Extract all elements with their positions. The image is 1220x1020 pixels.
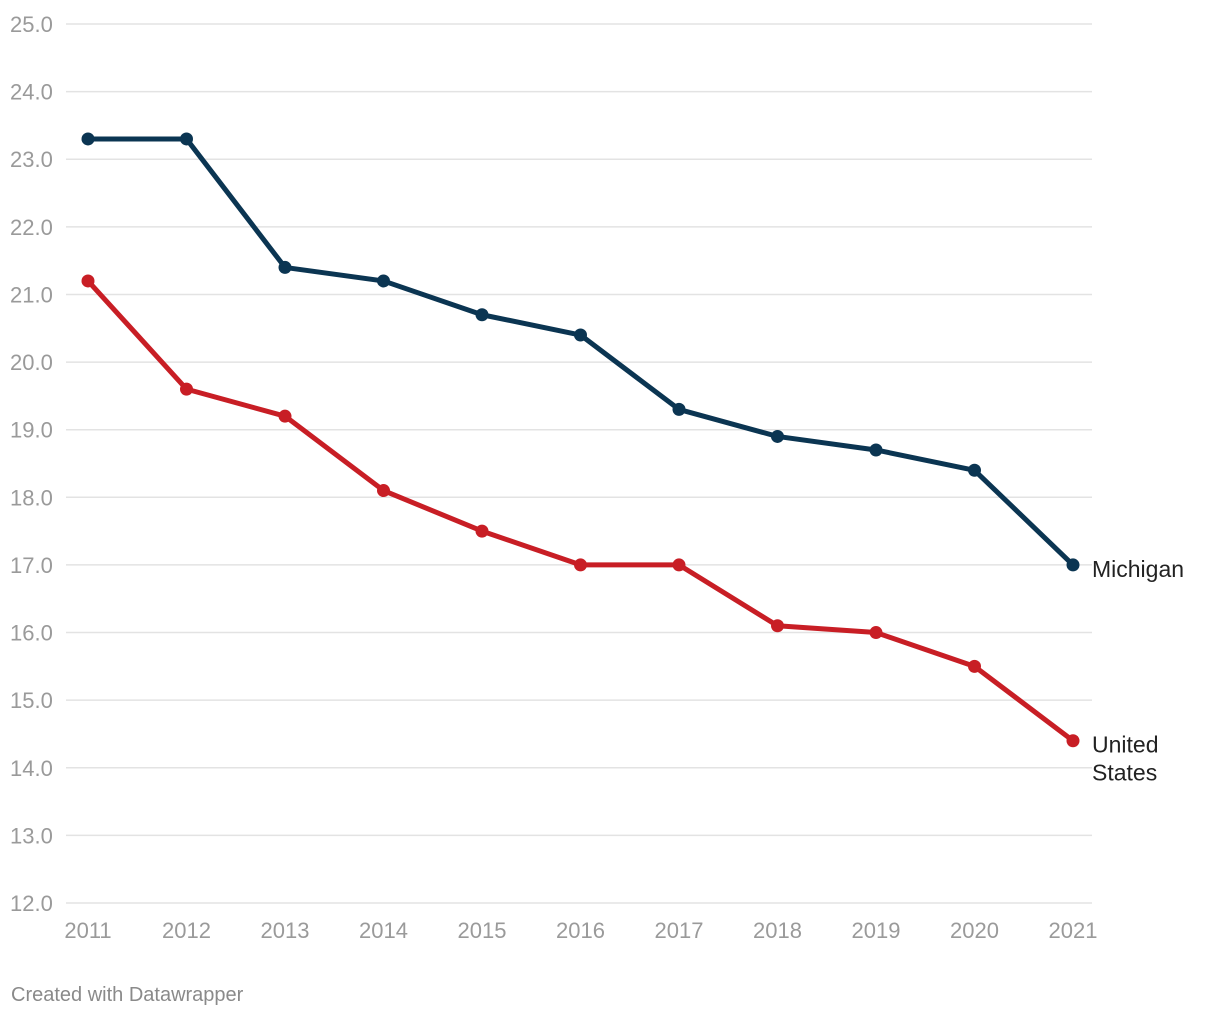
series-label: United States [1092,732,1158,786]
data-point[interactable] [574,558,587,572]
x-tick-label: 2020 [950,918,999,943]
y-tick-label: 23.0 [10,147,53,172]
y-tick-label: 14.0 [10,756,53,781]
x-tick-label: 2016 [556,918,605,943]
data-point[interactable] [278,409,292,423]
data-point[interactable] [771,619,784,633]
data-point[interactable] [869,443,883,457]
data-point[interactable] [1066,734,1080,748]
data-point[interactable] [81,274,95,288]
data-point[interactable] [968,463,981,477]
data-point[interactable] [1066,558,1080,572]
series-label: Michigan [1092,556,1184,582]
data-point[interactable] [672,558,686,572]
y-tick-label: 19.0 [10,418,53,443]
data-point[interactable] [475,308,489,322]
x-tick-label: 2014 [359,918,408,943]
x-tick-label: 2011 [64,918,111,943]
data-point[interactable] [377,274,390,288]
y-tick-label: 16.0 [10,621,53,646]
data-point[interactable] [574,328,587,342]
series-label-line: Michigan [1092,556,1184,582]
y-tick-label: 12.0 [10,891,53,916]
data-point[interactable] [278,260,292,274]
data-point[interactable] [771,429,784,443]
x-tick-label: 2013 [261,918,310,943]
x-tick-label: 2021 [1049,918,1098,943]
x-tick-label: 2015 [458,918,507,943]
y-tick-label: 22.0 [10,215,53,240]
series-line [85,136,1076,568]
y-tick-label: 17.0 [10,553,53,578]
y-tick-label: 13.0 [10,823,53,848]
y-tick-label: 20.0 [10,350,53,375]
data-point[interactable] [869,626,883,640]
series-michigan [81,132,1080,572]
series-label-line: United [1092,732,1158,758]
y-tick-label: 15.0 [10,688,53,713]
data-point[interactable] [81,132,95,146]
y-tick-label: 18.0 [10,485,53,510]
gridlines [66,23,1092,904]
x-tick-label: 2019 [852,918,901,943]
data-point[interactable] [475,524,489,538]
x-tick-label: 2012 [162,918,211,943]
data-point[interactable] [180,132,193,146]
data-point[interactable] [377,484,390,498]
series-united-states [81,274,1080,748]
series-labels: Michigan United States [1092,556,1184,786]
series-label-line: States [1092,760,1157,786]
y-tick-label: 21.0 [10,282,53,307]
y-tick-label: 24.0 [10,80,53,105]
x-tick-label: 2017 [655,918,704,943]
y-tick-label: 25.0 [10,12,53,37]
series-line [85,278,1076,744]
x-axis: 2011 2012 2013 2014 2015 2016 2017 2018 2019 2020… [64,918,1097,943]
x-tick-label: 2018 [753,918,802,943]
y-axis: 25.0 24.0 23.0 22.0 21.0 20.0 19.0 18.0 17.0 16.0… [10,12,53,916]
series-group [81,132,1080,748]
data-point[interactable] [180,382,193,396]
data-point[interactable] [672,402,686,416]
data-point[interactable] [968,659,981,673]
credit-text[interactable]: Created with Datawrapper [11,984,244,1006]
